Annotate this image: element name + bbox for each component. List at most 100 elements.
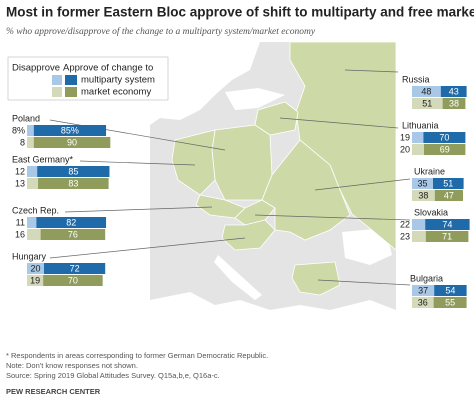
value-label: 38: [449, 98, 459, 108]
country-name: Bulgaria: [410, 273, 443, 283]
value-label: 83: [68, 178, 78, 188]
bar-disapprove: [27, 125, 34, 136]
title: Most in former Eastern Bloc approve of s…: [6, 5, 474, 20]
value-label: 13: [15, 178, 25, 188]
bar-approve: [425, 219, 470, 230]
value-label: 22: [400, 219, 410, 229]
bar-approve: [37, 166, 110, 177]
value-label: 37: [418, 285, 428, 295]
value-label: 51: [443, 178, 453, 188]
bar-disapprove: [412, 86, 441, 97]
map: [150, 41, 397, 340]
bar-disapprove: [412, 190, 435, 201]
footnote: Source: Spring 2019 Global Attitudes Sur…: [6, 371, 220, 380]
bar-disapprove: [412, 219, 426, 230]
legend-swatch: [52, 75, 62, 85]
value-label: 70: [439, 132, 449, 142]
bar-disapprove: [27, 263, 44, 274]
bar-approve: [33, 125, 107, 136]
bar-approve: [33, 137, 111, 148]
country-name: Ukraine: [414, 166, 445, 176]
value-label: 85: [68, 166, 78, 176]
bar-disapprove: [412, 132, 424, 143]
value-label: 51: [422, 98, 432, 108]
bar-approve: [36, 217, 107, 228]
country-name: Lithuania: [402, 120, 439, 130]
value-label: 8%: [12, 125, 25, 135]
subtitle: % who approve/disapprove of the change t…: [6, 26, 316, 37]
brand: PEW RESEARCH CENTER: [6, 387, 101, 396]
value-label: 11: [16, 217, 25, 227]
bar-approve: [434, 285, 467, 296]
bar-disapprove: [27, 217, 37, 228]
bar-disapprove: [27, 229, 41, 240]
country-name: Czech Rep.: [12, 205, 59, 215]
sea: [150, 42, 260, 125]
bar-approve: [433, 297, 467, 308]
value-label: 54: [445, 285, 455, 295]
bar-approve: [440, 86, 467, 97]
legend-approve: Approve of change to: [63, 63, 153, 74]
value-label: 20: [400, 144, 410, 154]
leader-line: [279, 117, 399, 129]
bar-disapprove: [27, 166, 38, 177]
footnote: * Respondents in areas corresponding to …: [6, 351, 268, 360]
bar-disapprove: [412, 178, 433, 189]
bar-disapprove: [412, 144, 424, 155]
bar-approve: [425, 231, 469, 242]
value-label: 90: [67, 137, 77, 147]
country-labels: Russia 48 43 51 38 Lithuania 19 70 20 69 Ukraine 35…: [12, 74, 470, 308]
leader-line: [49, 237, 246, 259]
bar-disapprove: [412, 297, 434, 308]
value-label: 72: [70, 263, 80, 273]
leader-line: [79, 160, 196, 166]
leader-line: [317, 279, 411, 286]
value-label: 20: [30, 263, 40, 273]
value-label: 69: [440, 144, 450, 154]
bulgaria-shape: [291, 261, 341, 296]
ukraine-shape: [261, 139, 351, 241]
bar-approve: [38, 178, 109, 189]
value-label: 19: [30, 275, 40, 285]
legend-swatch: [52, 87, 62, 97]
footnote: Note: Don't know responses not shown.: [6, 361, 138, 370]
value-label: 76: [68, 229, 78, 239]
value-label: 82: [66, 217, 76, 227]
bar-approve: [433, 178, 464, 189]
value-label: 16: [15, 229, 25, 239]
value-label: 55: [445, 297, 455, 307]
leader-line: [64, 206, 213, 213]
sea: [214, 255, 262, 300]
value-label: 74: [442, 219, 452, 229]
value-label: 71: [442, 231, 452, 241]
bar-disapprove: [412, 231, 426, 242]
legend-market: market economy: [81, 87, 151, 98]
bar-disapprove: [27, 137, 34, 148]
bar-approve: [423, 132, 466, 143]
country-name: East Germany*: [12, 154, 74, 164]
bar-disapprove: [27, 275, 44, 286]
value-label: 35: [417, 178, 427, 188]
value-label: 8: [20, 137, 25, 147]
value-label: 12: [15, 166, 25, 176]
country-name: Russia: [402, 74, 430, 84]
legend: Disapprove Approve of change to multipar…: [7, 56, 169, 101]
bar-approve: [44, 263, 106, 274]
country-name: Poland: [12, 113, 40, 123]
value-label: 19: [400, 132, 410, 142]
value-label: 85%: [61, 125, 79, 135]
sea: [225, 88, 285, 110]
leader-line: [254, 214, 411, 221]
sea: [150, 292, 396, 340]
country-name: Slovakia: [414, 207, 448, 217]
value-label: 70: [68, 275, 78, 285]
bar-approve: [43, 275, 103, 286]
value-label: 36: [418, 297, 428, 307]
leader-line: [344, 69, 399, 73]
sea: [342, 228, 392, 265]
country-name: Hungary: [12, 251, 47, 261]
legend-disapprove: Disapprove: [12, 63, 60, 74]
value-label: 23: [400, 231, 410, 241]
legend-swatch: [65, 87, 77, 97]
